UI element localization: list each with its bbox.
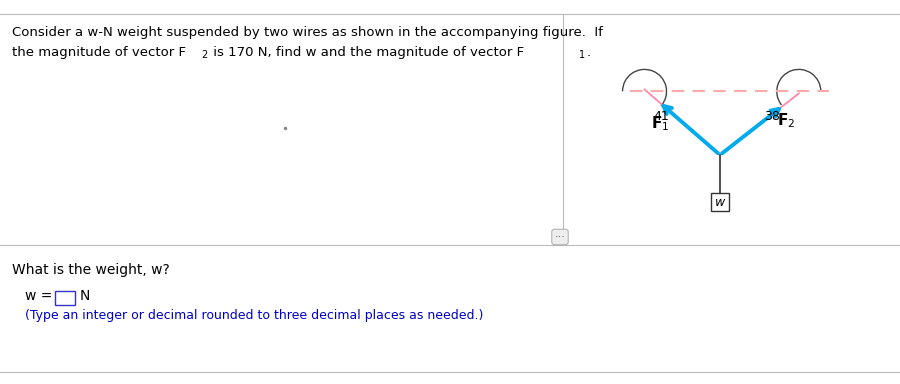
Text: ···: ··· bbox=[554, 232, 565, 242]
Text: $\mathbf{F}_2$: $\mathbf{F}_2$ bbox=[777, 111, 795, 130]
Bar bbox=[711, 193, 729, 211]
Bar bbox=[55, 291, 75, 305]
Text: Consider a w-N weight suspended by two wires as shown in the accompanying figure: Consider a w-N weight suspended by two w… bbox=[12, 26, 603, 39]
Text: $\mathbf{F}_1$: $\mathbf{F}_1$ bbox=[652, 114, 670, 133]
Text: w =: w = bbox=[25, 289, 57, 303]
Text: w: w bbox=[715, 195, 725, 209]
Text: 2: 2 bbox=[201, 50, 207, 60]
Text: (Type an integer or decimal rounded to three decimal places as needed.): (Type an integer or decimal rounded to t… bbox=[25, 309, 483, 322]
Text: 41: 41 bbox=[653, 110, 669, 123]
Text: N: N bbox=[80, 289, 90, 303]
Text: What is the weight, w?: What is the weight, w? bbox=[12, 263, 170, 277]
Text: 38: 38 bbox=[763, 110, 779, 123]
Text: is 170 N, find w and the magnitude of vector F: is 170 N, find w and the magnitude of ve… bbox=[209, 46, 524, 59]
Text: the magnitude of vector F: the magnitude of vector F bbox=[12, 46, 186, 59]
Text: 1: 1 bbox=[579, 50, 585, 60]
Text: .: . bbox=[587, 46, 591, 59]
